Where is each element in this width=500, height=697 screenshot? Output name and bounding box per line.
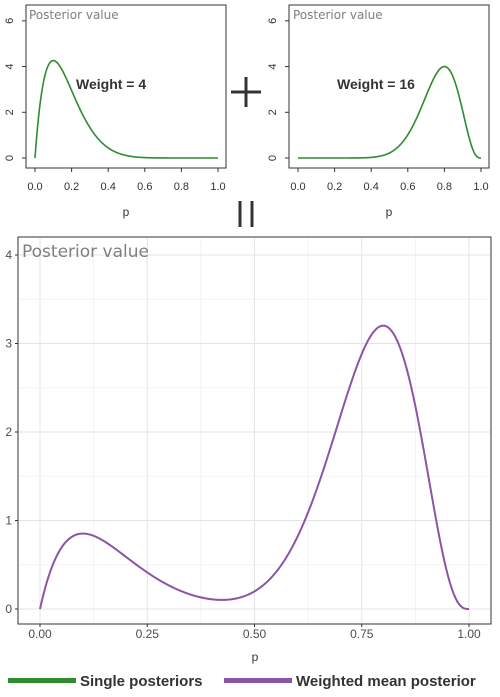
y-tick-label: 0 [4,155,16,161]
y-tick-label: 4 [5,248,12,262]
y-tick-label: 0 [5,602,12,616]
right-posterior-line [298,65,481,159]
x-tick-label: 0.8 [174,181,189,193]
x-tick-label: 0.8 [437,181,452,193]
x-tick-label: 0.6 [137,181,152,193]
x-tick-label: 1.0 [473,181,488,193]
left-posterior-line [34,59,218,159]
x-tick-label: 0.6 [400,181,415,193]
y-tick-label: 1 [5,514,12,528]
y-tick-label: 4 [267,64,279,70]
right-weight-label: Weight = 16 [337,76,415,92]
bottom-grid [19,238,490,623]
x-tick-label: 0.0 [27,181,42,193]
bottom-plot-title: Posterior value [22,242,149,262]
legend-label-weighted: Weighted mean posterior [296,673,476,690]
y-tick-label: 2 [267,109,279,115]
right-x-axis-label: p [386,205,393,219]
right-plot-frame [288,4,490,169]
right-plot-title: Posterior value [293,8,383,22]
left-posterior-plot: Posterior value Weight = 4 0.0 0.2 0.4 0.6 0… [4,4,227,219]
x-tick-label: 0.00 [28,627,52,641]
legend-swatch-weighted [224,678,292,683]
x-tick-label: 0.2 [64,181,79,193]
x-tick-label: 0.2 [327,181,342,193]
y-tick-label: 3 [5,337,12,351]
weighted-mean-posterior-line [39,324,470,610]
y-tick-label: 4 [4,64,16,70]
legend-swatch-single [8,678,76,683]
legend: Single posteriors Weighted mean posterio… [8,673,476,690]
x-tick-label: 0.75 [350,627,374,641]
y-tick-label: 2 [4,109,16,115]
y-tick-label: 2 [5,425,12,439]
x-tick-label: 0.4 [364,181,379,193]
y-tick-label: 0 [267,155,279,161]
left-plot-title: Posterior value [29,8,119,22]
plus-operator [231,77,261,107]
left-weight-label: Weight = 4 [76,76,146,92]
right-posterior-plot: Posterior value Weight = 16 0.0 0.2 0.4 0.6… [267,4,490,219]
legend-label-single: Single posteriors [80,673,203,690]
y-tick-label: 6 [267,18,279,24]
left-plot-frame [25,4,227,169]
bottom-x-axis-label: p [252,650,259,664]
x-tick-label: 1.0 [210,181,225,193]
x-tick-label: 0.4 [101,181,116,193]
y-tick-label: 6 [4,18,16,24]
x-tick-label: 0.0 [290,181,305,193]
x-tick-label: 1.00 [457,627,481,641]
weighted-mean-plot: Posterior value 0.00 0.25 0.50 0.75 1.00 0 1 2… [5,236,492,664]
x-tick-label: 0.25 [136,627,160,641]
x-tick-label: 0.50 [243,627,267,641]
equals-operator [238,201,254,227]
left-x-axis-label: p [123,205,130,219]
